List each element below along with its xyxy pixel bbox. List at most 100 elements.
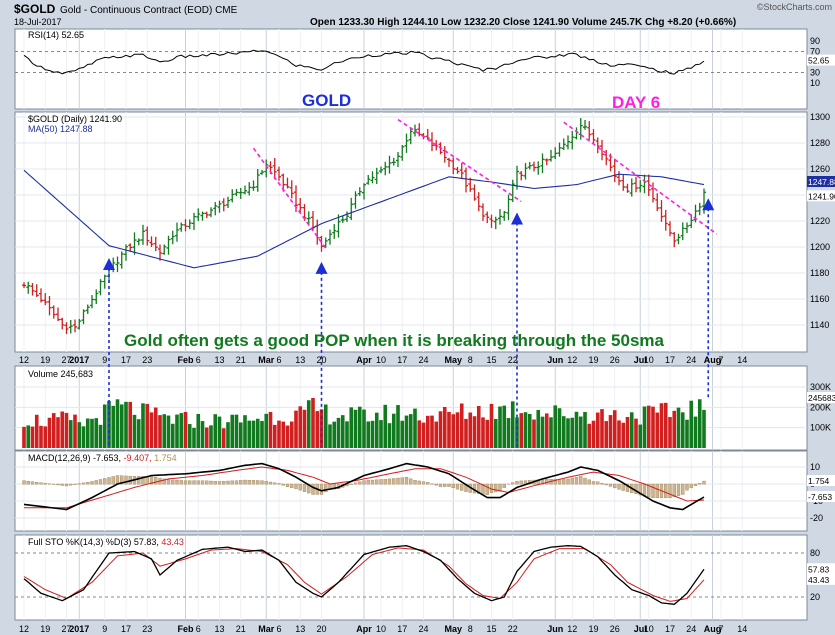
volume-bar xyxy=(124,401,128,448)
macd-histogram-bar xyxy=(698,483,702,485)
volume-bar xyxy=(617,420,621,448)
volume-bar xyxy=(345,421,349,448)
macd-histogram-bar xyxy=(604,483,608,486)
x-tick-label: 27 xyxy=(61,355,71,365)
macd-histogram-bar xyxy=(162,478,166,485)
macd-histogram-bar xyxy=(396,477,400,485)
sto-k-line xyxy=(23,545,705,605)
price-panel xyxy=(14,111,808,353)
volume-bar xyxy=(578,416,583,448)
volume-bar xyxy=(306,400,311,448)
y-tick-label: 90 xyxy=(810,36,820,46)
x-tick-label: 13 xyxy=(295,624,305,634)
volume-bar xyxy=(595,412,600,448)
macd-histogram-bar xyxy=(90,481,94,485)
volume-bar xyxy=(493,418,498,448)
trendline xyxy=(563,121,718,235)
x-tick-label: 12 xyxy=(567,355,577,365)
volume-bar xyxy=(39,425,43,448)
x-tick-label: 7 xyxy=(718,355,723,365)
y-tick-label: 70 xyxy=(810,47,820,57)
x-tick-label: Feb xyxy=(177,624,194,634)
macd-histogram-bar xyxy=(647,483,651,498)
watermark: ©StockCharts.com xyxy=(757,2,832,12)
macd-histogram-bar xyxy=(285,483,290,487)
volume-bar xyxy=(315,411,320,448)
rsi-value-tag-background xyxy=(807,54,835,66)
volume-bar xyxy=(98,424,103,448)
macd-histogram-bar xyxy=(209,480,213,485)
volume-bar xyxy=(561,416,566,448)
macd-histogram-bar xyxy=(268,481,273,485)
symbol-description: Gold - Continuous Contract (EOD) xyxy=(60,5,212,16)
volume-bar xyxy=(268,411,273,448)
x-tick-label: 27 xyxy=(61,624,71,634)
x-tick-label: 23 xyxy=(142,624,152,634)
macd-histogram-bar xyxy=(485,483,489,495)
volume-bar xyxy=(260,420,264,448)
x-tick-label: 8 xyxy=(468,355,473,365)
volume-bar xyxy=(149,412,154,448)
volume-bar xyxy=(383,404,388,448)
price-label: $GOLD (Daily) 1241.90 xyxy=(28,114,122,124)
macd-histogram-bar xyxy=(366,480,370,485)
x-tick-label: 7 xyxy=(718,624,723,634)
volume-bar xyxy=(536,409,541,448)
volume-bar xyxy=(243,415,247,448)
exchange-label: CME xyxy=(215,5,238,16)
breakout-arrow-head xyxy=(315,261,328,274)
macd-histogram-bar xyxy=(111,476,115,485)
volume-bar xyxy=(102,404,107,448)
macd-line xyxy=(23,462,705,511)
volume-bar xyxy=(234,414,239,448)
macd-histogram-bar xyxy=(417,480,421,485)
x-tick-label: Apr xyxy=(356,624,372,634)
volume-bar xyxy=(506,418,511,448)
macd-histogram-bar xyxy=(668,483,672,499)
volume-bar xyxy=(434,421,439,448)
macd-histogram-bar xyxy=(260,480,264,485)
macd-histogram-bar xyxy=(298,483,302,491)
chart-marks xyxy=(22,49,718,605)
macd-histogram-bar xyxy=(634,483,638,495)
macd-histogram-bar xyxy=(511,482,515,485)
volume-bar xyxy=(111,405,116,448)
macd-histogram-bar xyxy=(205,480,209,485)
volume-bar xyxy=(166,415,171,448)
macd-histogram-bar xyxy=(587,479,591,485)
volume-bar xyxy=(323,404,328,448)
x-tick-label: 17 xyxy=(397,624,407,634)
macd-histogram-bar xyxy=(226,480,230,485)
x-tick-label: 22 xyxy=(508,355,518,365)
x-tick-label: 10 xyxy=(644,355,654,365)
volume-bar xyxy=(73,414,77,448)
volume-bar xyxy=(646,405,651,448)
macd-histogram-bar xyxy=(455,483,460,490)
rsi-panel xyxy=(14,28,808,110)
volume-value-tag: 245683 xyxy=(808,393,835,403)
volume-bar xyxy=(187,424,192,448)
ma-value-tag: 1247.88 xyxy=(808,177,835,187)
x-tick-label: 10 xyxy=(644,624,654,634)
volume-bar xyxy=(226,422,230,448)
macd-histogram-bar xyxy=(107,477,111,485)
volume-bar xyxy=(281,421,286,448)
volume-bar xyxy=(408,414,413,448)
volume-bar xyxy=(60,411,65,448)
x-tick-label: 17 xyxy=(397,355,407,365)
x-tick-label: 15 xyxy=(486,355,496,365)
ma-value-tag-background xyxy=(807,176,835,187)
macd-label-hist: 1.754 xyxy=(154,453,177,463)
volume-bar xyxy=(689,400,694,448)
sto-d-tag: 43.43 xyxy=(808,575,830,585)
x-tick-label: 9 xyxy=(102,355,107,365)
volume-bar xyxy=(328,424,332,448)
volume-bar xyxy=(132,414,137,448)
macd-histogram-bar xyxy=(574,477,579,485)
breakout-arrow-head xyxy=(103,258,115,270)
x-tick-label: 19 xyxy=(40,355,50,365)
volume-bar xyxy=(604,421,609,448)
volume-bar xyxy=(600,409,604,448)
volume-bar xyxy=(468,412,473,448)
volume-bar xyxy=(81,426,86,448)
